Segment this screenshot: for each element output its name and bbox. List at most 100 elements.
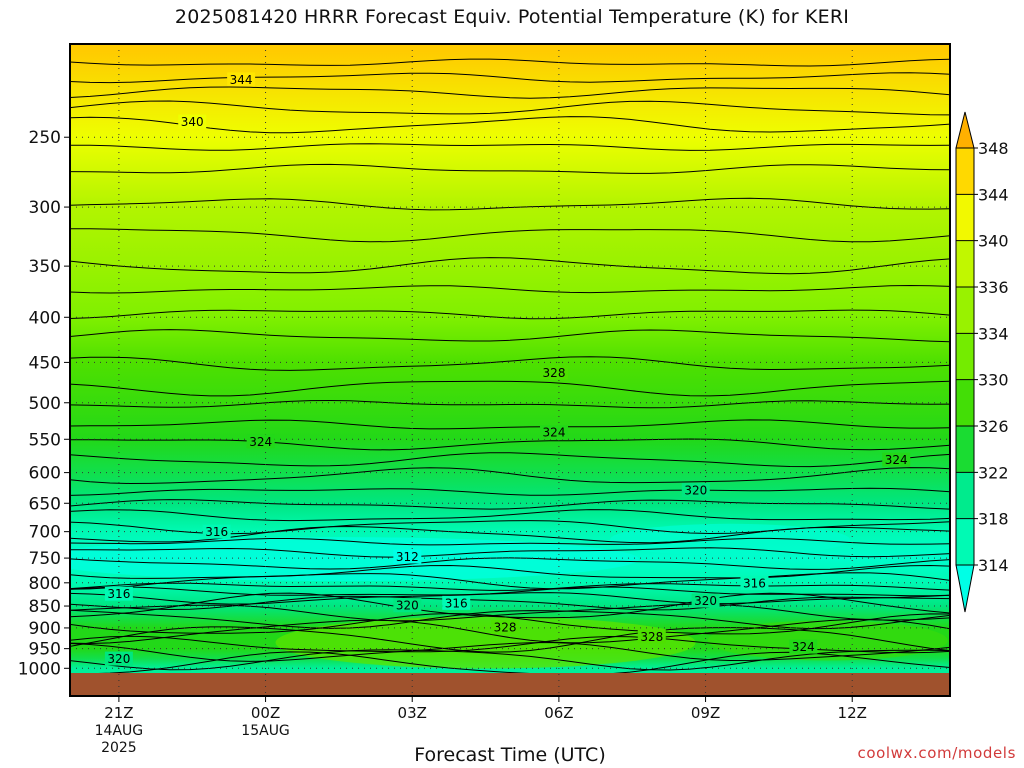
contour-label: 324 bbox=[543, 426, 566, 440]
x-tick-label: 03Z bbox=[398, 704, 427, 722]
contour-label-bg bbox=[178, 114, 207, 129]
contour-line bbox=[70, 547, 950, 558]
y-tick-label: 600 bbox=[29, 464, 61, 484]
colorbar-label: 336 bbox=[978, 278, 1009, 297]
y-tick-label: 900 bbox=[29, 619, 61, 639]
contour-line bbox=[70, 329, 950, 343]
contour-line bbox=[70, 582, 950, 591]
contour-label-bg bbox=[202, 524, 231, 539]
contour-line bbox=[70, 564, 950, 579]
y-tick-label: 800 bbox=[29, 574, 61, 594]
colorbar-label: 340 bbox=[978, 232, 1009, 251]
x-tick-year: 2025 bbox=[101, 740, 137, 756]
y-tick-label: 1000 bbox=[18, 659, 61, 679]
contour-label: 312 bbox=[396, 550, 419, 564]
contour-label-bg bbox=[442, 595, 471, 610]
x-tick-date: 14AUG bbox=[95, 723, 144, 739]
y-tick-label: 250 bbox=[29, 128, 61, 148]
chart-title: 2025081420 HRRR Forecast Equiv. Potentia… bbox=[174, 6, 850, 28]
colorbar-label: 330 bbox=[978, 371, 1009, 390]
contour-line bbox=[70, 380, 950, 397]
contour-line bbox=[70, 626, 950, 653]
contour-label: 344 bbox=[230, 73, 253, 87]
contour-line bbox=[70, 592, 950, 605]
contour-line bbox=[70, 537, 950, 546]
colorbar-label: 344 bbox=[978, 185, 1009, 204]
plot-frame bbox=[69, 43, 951, 697]
colorbar-segment bbox=[956, 148, 974, 195]
contour-label-bg bbox=[246, 434, 275, 449]
contour-label: 324 bbox=[792, 640, 815, 654]
contour-label: 320 bbox=[684, 484, 707, 498]
colorbar-segment bbox=[956, 287, 974, 334]
contour-line bbox=[70, 452, 950, 468]
contour-line bbox=[70, 509, 950, 522]
colorbar-extend-high bbox=[955, 111, 975, 149]
contour-line bbox=[70, 143, 950, 151]
contour-label-bg bbox=[691, 593, 720, 608]
contour-line bbox=[70, 572, 950, 590]
contour-line bbox=[70, 197, 950, 211]
contour-line bbox=[70, 116, 950, 134]
colorbar-label: 334 bbox=[978, 324, 1009, 343]
x-tick-date: 15AUG bbox=[241, 723, 290, 739]
contour-label: 328 bbox=[640, 630, 663, 644]
x-tick-label: 09Z bbox=[691, 704, 720, 722]
colorbar-label: 314 bbox=[978, 556, 1009, 575]
contour-label-bg bbox=[789, 639, 818, 654]
y-tick-label: 450 bbox=[29, 353, 61, 373]
contour-label: 316 bbox=[445, 596, 468, 610]
colorbar-segment bbox=[956, 194, 974, 241]
colorbar-segment bbox=[956, 240, 974, 287]
y-tick-label: 700 bbox=[29, 523, 61, 543]
colorbar-label: 322 bbox=[978, 463, 1009, 482]
contour-label-bg bbox=[104, 586, 133, 601]
colorbar-segment bbox=[956, 518, 974, 565]
contour-line bbox=[70, 557, 950, 570]
y-tick-label: 350 bbox=[29, 257, 61, 277]
contour-line bbox=[70, 595, 950, 611]
x-axis-label: Forecast Time (UTC) bbox=[414, 744, 606, 766]
colorbar: 314 318 322 326 330 334 336 340 344 348 bbox=[955, 111, 1009, 613]
ground-layer bbox=[70, 673, 950, 696]
colorbar-label: 348 bbox=[978, 139, 1009, 158]
contour-line bbox=[70, 309, 950, 320]
contour-label: 340 bbox=[181, 115, 204, 129]
contour-label-bg bbox=[393, 549, 422, 564]
contour-line bbox=[70, 525, 950, 544]
contour-line bbox=[70, 603, 950, 622]
colorbar-label: 326 bbox=[978, 417, 1009, 436]
contour-labels: 344 340 328 324 324 324 320 316 312 316 316 320 316 3… bbox=[104, 72, 911, 666]
contour-lines bbox=[70, 58, 950, 676]
x-tick-label: 12Z bbox=[838, 704, 867, 722]
colorbar-segment bbox=[956, 333, 974, 380]
y-tick-label: 400 bbox=[29, 308, 61, 328]
contour-line bbox=[70, 438, 950, 451]
contour-label: 328 bbox=[543, 366, 566, 380]
x-tick-label: 21Z bbox=[104, 704, 133, 722]
y-axis: 2503003504004505005506006507007508008509… bbox=[18, 128, 70, 679]
contour-line bbox=[70, 467, 950, 485]
contour-label-bg bbox=[740, 575, 769, 590]
contour-label: 316 bbox=[743, 576, 766, 590]
contour-label-bg bbox=[681, 483, 710, 498]
contour-line bbox=[70, 257, 950, 275]
y-tick-label: 850 bbox=[29, 597, 61, 617]
x-tick-label: 00Z bbox=[251, 704, 280, 722]
y-tick-label: 550 bbox=[29, 430, 61, 450]
x-tick-label: 06Z bbox=[544, 704, 573, 722]
source-credit: coolwx.com/models bbox=[857, 744, 1016, 762]
contour-line bbox=[70, 487, 950, 496]
contour-line bbox=[70, 72, 950, 84]
contour-label: 324 bbox=[885, 453, 908, 467]
contour-line bbox=[70, 86, 950, 99]
colorbar-extend-low bbox=[955, 564, 975, 613]
colorbar-label: 318 bbox=[978, 510, 1009, 529]
contour-line bbox=[70, 284, 950, 294]
contour-line bbox=[70, 609, 950, 630]
contour-label-bg bbox=[882, 452, 911, 467]
theta-e-field bbox=[70, 44, 950, 696]
y-tick-label: 300 bbox=[29, 198, 61, 218]
contour-label-bg bbox=[104, 651, 133, 666]
